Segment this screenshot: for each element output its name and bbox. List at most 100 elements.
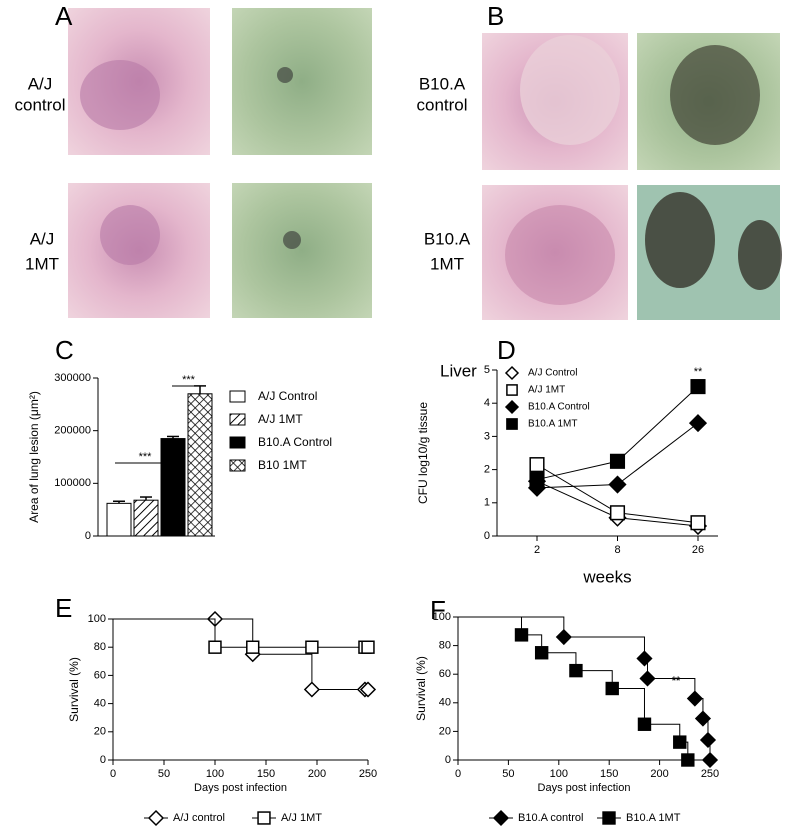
legend-label: B10 1MT bbox=[258, 458, 307, 472]
row-label: 1MT bbox=[25, 254, 59, 273]
legend-label: B10.A 1MT bbox=[528, 419, 577, 430]
x-tick-label: 100 bbox=[206, 768, 224, 780]
bacilli bbox=[738, 220, 782, 290]
legend-label: A/J 1MT bbox=[528, 385, 565, 396]
row-label: B10.A bbox=[419, 74, 466, 93]
marker bbox=[605, 681, 619, 696]
bacilli bbox=[645, 192, 715, 288]
y-axis-title: Area of lung lesion (μm²) bbox=[27, 391, 41, 523]
legend-label: A/J Control bbox=[258, 389, 317, 403]
legend-swatch bbox=[229, 436, 246, 449]
marker bbox=[257, 811, 271, 825]
legend-swatch bbox=[229, 459, 246, 472]
legend-label: A/J control bbox=[173, 812, 225, 824]
y-tick-label: 60 bbox=[94, 669, 106, 681]
row-label: control bbox=[14, 95, 65, 114]
marker bbox=[492, 809, 510, 827]
legend-label: A/J Control bbox=[528, 368, 577, 379]
y-tick-label: 80 bbox=[94, 641, 106, 653]
marker bbox=[681, 753, 695, 767]
marker bbox=[529, 472, 545, 488]
marker bbox=[701, 751, 719, 769]
marker bbox=[504, 365, 520, 381]
lesion bbox=[505, 205, 615, 305]
y-tick-label: 1 bbox=[484, 497, 490, 509]
legend-label: A/J 1MT bbox=[281, 812, 322, 824]
row-label: A/J bbox=[30, 229, 55, 248]
panel-letter: D bbox=[497, 335, 516, 365]
bar bbox=[106, 502, 132, 537]
x-tick-label: 200 bbox=[308, 768, 326, 780]
x-tick-label: 250 bbox=[701, 768, 719, 780]
y-tick-label: 100 bbox=[433, 611, 451, 623]
survival-line bbox=[113, 618, 368, 648]
x-tick-label: 0 bbox=[110, 768, 116, 780]
marker bbox=[529, 457, 545, 473]
x-tick-label: 2 bbox=[534, 544, 540, 556]
bar bbox=[133, 499, 159, 537]
legend-swatch bbox=[229, 413, 246, 426]
y-tick-label: 3 bbox=[484, 430, 490, 442]
micrograph bbox=[232, 183, 372, 318]
marker bbox=[673, 735, 687, 749]
y-tick-label: 100000 bbox=[54, 477, 91, 489]
y-tick-label: 4 bbox=[484, 397, 490, 409]
legend-label: A/J 1MT bbox=[258, 412, 303, 426]
marker bbox=[534, 646, 549, 660]
y-tick-label: 40 bbox=[439, 697, 451, 709]
x-tick-label: 150 bbox=[600, 768, 618, 780]
marker bbox=[694, 710, 712, 727]
marker bbox=[569, 663, 583, 678]
lesion bbox=[520, 35, 620, 145]
legend-swatch bbox=[229, 390, 246, 403]
survival-line bbox=[113, 618, 368, 690]
annotation: ** bbox=[672, 675, 681, 687]
bar bbox=[160, 438, 186, 537]
marker bbox=[303, 681, 320, 698]
x-tick-label: 8 bbox=[614, 544, 620, 556]
legend-label: B10.A control bbox=[518, 812, 583, 824]
marker bbox=[686, 690, 703, 707]
marker bbox=[147, 809, 165, 827]
marker bbox=[609, 453, 626, 469]
y-tick-label: 60 bbox=[439, 668, 451, 680]
y-tick-label: 40 bbox=[94, 698, 106, 710]
panel-letter: B bbox=[487, 1, 504, 31]
legend-label: B10.A Control bbox=[258, 435, 332, 449]
y-tick-label: 0 bbox=[100, 754, 106, 766]
marker bbox=[608, 475, 627, 494]
survival-line bbox=[458, 616, 711, 760]
x-tick-label: 26 bbox=[692, 544, 704, 556]
x-tick-label: 200 bbox=[650, 768, 668, 780]
y-tick-label: 2 bbox=[484, 464, 490, 476]
row-label: 1MT bbox=[430, 254, 464, 273]
row-label: B10.A bbox=[424, 229, 471, 248]
marker bbox=[504, 399, 520, 415]
marker bbox=[305, 640, 319, 654]
micrographs bbox=[68, 8, 782, 320]
annotation: *** bbox=[139, 451, 153, 463]
bar bbox=[187, 393, 213, 537]
y-tick-label: 300000 bbox=[54, 372, 91, 384]
y-tick-label: 0 bbox=[484, 530, 490, 542]
x-axis-title: Days post infection bbox=[538, 782, 631, 794]
marker bbox=[637, 717, 652, 731]
panel-letter: A bbox=[55, 1, 73, 31]
legend-label: B10.A Control bbox=[528, 402, 590, 413]
marker bbox=[555, 628, 572, 646]
survival-line bbox=[458, 616, 689, 760]
y-tick-label: 100 bbox=[88, 613, 106, 625]
bacilli bbox=[283, 231, 301, 249]
annotation: ** bbox=[694, 366, 703, 378]
marker bbox=[639, 670, 656, 687]
legend-label: B10.A 1MT bbox=[626, 812, 681, 824]
y-tick-label: 20 bbox=[439, 725, 451, 737]
marker bbox=[690, 515, 706, 531]
chart-title: Liver bbox=[440, 361, 477, 380]
x-tick-label: 250 bbox=[359, 768, 377, 780]
marker bbox=[208, 640, 222, 654]
marker bbox=[636, 650, 653, 667]
marker bbox=[688, 414, 708, 433]
x-tick-label: 100 bbox=[550, 768, 568, 780]
lesion bbox=[100, 205, 160, 265]
